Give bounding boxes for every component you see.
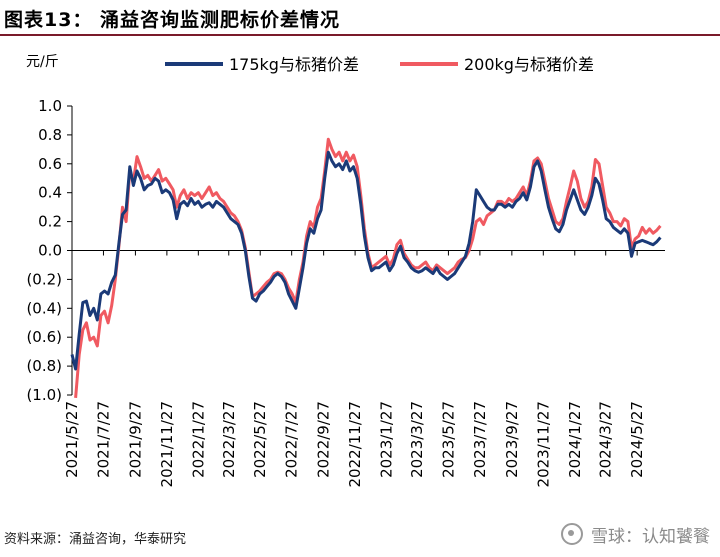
x-tick-label: 2022/11/27 xyxy=(346,401,364,487)
legend-label-2: 200kg与标猪价差 xyxy=(464,55,594,74)
x-tick-label: 2024/3/27 xyxy=(597,401,615,478)
watermark-text: 雪球：认知饕餮 xyxy=(591,527,710,547)
legend: 175kg与标猪价差 200kg与标猪价差 xyxy=(165,55,594,74)
x-tick-label: 2022/3/27 xyxy=(220,401,238,478)
x-tick-label: 2021/9/27 xyxy=(126,401,144,478)
source-note: 资料来源：涌益咨询，华泰研究 xyxy=(4,532,187,547)
x-tick-label: 2023/9/27 xyxy=(503,401,521,478)
y-axis: (1.0) (0.8) (0.6) (0.4) (0.2) 0.0 0.2 0.4 0.6 0.8… xyxy=(26,97,73,404)
x-tick-label: 2023/7/27 xyxy=(471,401,489,478)
x-tick-label: 2021/5/27 xyxy=(63,401,81,478)
x-tick-label: 2023/5/27 xyxy=(439,401,457,478)
y-tick-label: (0.6) xyxy=(26,328,62,346)
x-tick-label: 2022/9/27 xyxy=(315,401,333,478)
x-axis: 2021/5/27 2021/7/27 2021/9/27 2021/11/27 202… xyxy=(63,250,665,487)
line-chart: (1.0) (0.8) (0.6) (0.4) (0.2) 0.0 0.2 0.4 0.6 0.8… xyxy=(26,54,665,487)
y-tick-label: 0.6 xyxy=(38,155,62,173)
y-tick-label: 0.8 xyxy=(38,126,62,144)
series-line-1 xyxy=(70,150,662,371)
y-tick-label: (0.2) xyxy=(26,270,62,288)
y-tick-label: (0.4) xyxy=(26,299,62,317)
y-unit-label: 元/斤 xyxy=(26,54,59,70)
x-tick-label: 2024/5/27 xyxy=(628,401,646,478)
y-tick-label: 0.0 xyxy=(38,242,62,260)
y-tick-label: 0.2 xyxy=(38,213,62,231)
snowball-logo-icon xyxy=(560,523,583,545)
x-tick-label: 2021/7/27 xyxy=(94,401,112,478)
legend-label-1: 175kg与标猪价差 xyxy=(229,55,359,74)
x-tick-label: 2022/1/27 xyxy=(189,401,207,478)
y-tick-label: (1.0) xyxy=(26,386,62,404)
x-tick-label: 2024/1/27 xyxy=(566,401,584,478)
chart-title: 图表13： 涌益咨询监测肥标价差情况 xyxy=(4,9,341,31)
series-lines xyxy=(70,137,662,399)
x-tick-label: 2022/7/27 xyxy=(283,401,301,478)
x-tick-label: 2022/5/27 xyxy=(251,401,269,478)
x-tick-label: 2023/1/27 xyxy=(378,401,396,478)
x-tick-label: 2021/11/27 xyxy=(158,401,176,487)
y-tick-label: (0.8) xyxy=(26,357,62,375)
title-bar: 图表13： 涌益咨询监测肥标价差情况 xyxy=(0,0,720,36)
y-tick-label: 1.0 xyxy=(38,97,62,115)
x-tick-label: 2023/3/27 xyxy=(408,401,426,478)
chart-area: (1.0) (0.8) (0.6) (0.4) (0.2) 0.0 0.2 0.4 0.6 0.8… xyxy=(0,40,720,515)
y-tick-label: 0.4 xyxy=(38,184,62,202)
series-line-2 xyxy=(74,137,662,399)
x-tick-label: 2023/11/27 xyxy=(534,401,552,487)
watermark: 雪球：认知饕餮 xyxy=(560,522,710,547)
